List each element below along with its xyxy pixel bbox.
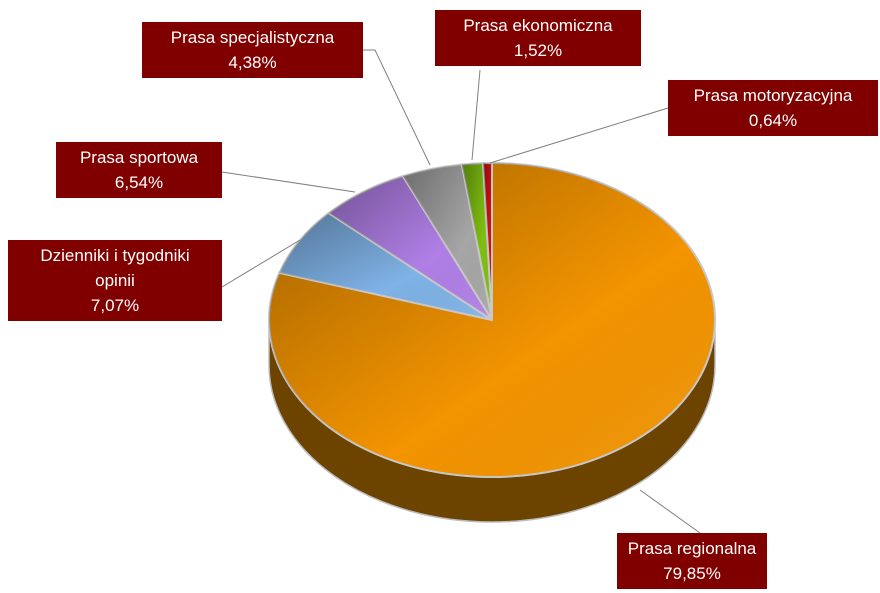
leader-line (489, 107, 669, 164)
data-label: Prasa motoryzacyjna 0,64% (668, 80, 878, 136)
label-name: Prasa sportowa (79, 148, 199, 167)
label-value: 0,64% (748, 111, 798, 130)
leader-line (221, 171, 356, 193)
slice-shade (279, 213, 492, 320)
data-label: Prasa ekonomiczna 1,52% (435, 10, 641, 66)
data-label: Prasa regionalna 79,85% (617, 533, 767, 589)
label-name: Dzienniki i tygodniki opinii (40, 246, 190, 290)
label-value: 4,38% (228, 53, 277, 72)
label-value: 7,07% (90, 296, 140, 315)
label-name: Prasa specjalistyczna (170, 28, 335, 47)
label-value: 6,54% (114, 173, 164, 192)
leader-line (363, 49, 431, 166)
data-label: Prasa specjalistyczna 4,38% (142, 22, 363, 78)
label-value: 79,85% (663, 564, 721, 583)
data-label: Dzienniki i tygodniki opinii 7,07% (8, 240, 222, 321)
label-name: Prasa ekonomiczna (463, 16, 613, 35)
slice-shade (483, 163, 492, 320)
slice-shade (402, 164, 492, 320)
leader-line (471, 69, 481, 161)
label-value: 1,52% (513, 41, 563, 60)
data-label: Prasa sportowa 6,54% (56, 142, 222, 198)
label-name: Prasa regionalna (627, 539, 757, 558)
leader-line (639, 489, 701, 534)
slice-shade (328, 176, 492, 320)
slices (268, 161, 716, 523)
leader-line (221, 239, 301, 288)
label-name: Prasa motoryzacyjna (693, 86, 853, 105)
